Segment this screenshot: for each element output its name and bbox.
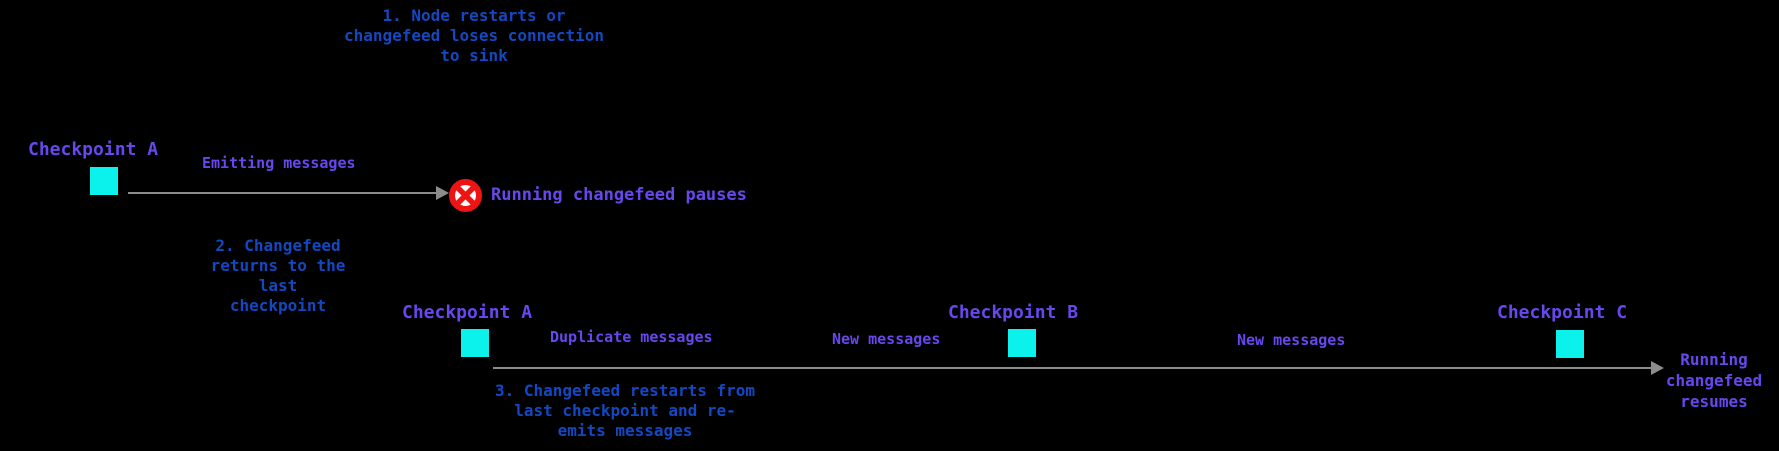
new-messages-label-1: New messages xyxy=(832,330,941,348)
changefeed-pause-cancel-icon xyxy=(449,179,482,212)
timeline1-arrow-line xyxy=(128,192,438,194)
duplicate-messages-label: Duplicate messages xyxy=(550,328,713,346)
checkpoint-b-marker xyxy=(1008,329,1036,357)
checkpoint-b-label: Checkpoint B xyxy=(948,302,1079,323)
timeline1-arrowhead-icon xyxy=(436,186,449,200)
checkpoint-a-label-timeline2: Checkpoint A xyxy=(402,302,533,323)
running-changefeed-pauses-label: Running changefeed pauses xyxy=(491,185,747,205)
checkpoint-a-label-timeline1: Checkpoint A xyxy=(28,139,159,160)
new-messages-label-2: New messages xyxy=(1237,331,1346,349)
checkpoint-c-marker xyxy=(1556,330,1584,358)
step2-note: 2. Changefeed returns to the last checkp… xyxy=(210,236,346,315)
timeline2-arrow-line xyxy=(493,367,1651,369)
running-changefeed-resumes-label: Running changefeed resumes xyxy=(1665,350,1763,411)
checkpoint-c-label: Checkpoint C xyxy=(1497,302,1628,323)
emitting-messages-label: Emitting messages xyxy=(202,154,356,172)
step3-note: 3. Changefeed restarts from last checkpo… xyxy=(494,381,756,440)
checkpoint-a-marker-timeline1 xyxy=(90,167,118,195)
timeline2-arrowhead-icon xyxy=(1651,361,1664,375)
checkpoint-a-marker-timeline2 xyxy=(461,329,489,357)
step1-note: 1. Node restarts or changefeed loses con… xyxy=(343,6,605,65)
